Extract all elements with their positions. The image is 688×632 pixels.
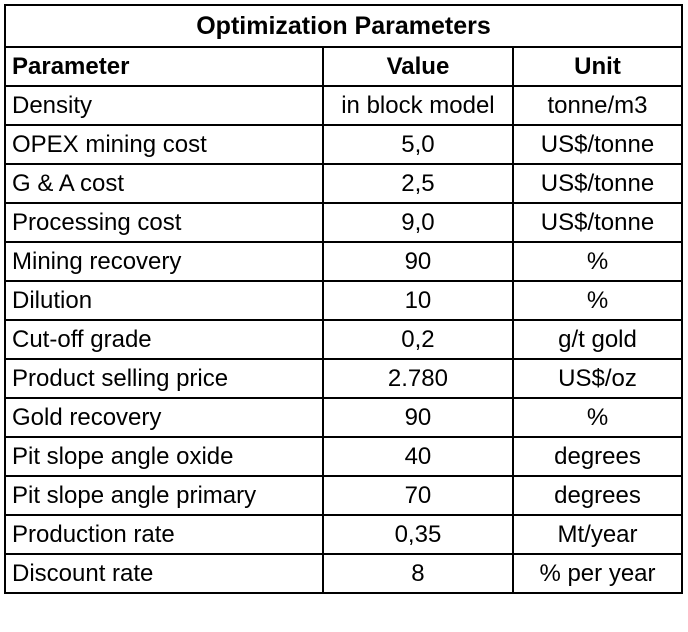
cell-value: 70 bbox=[321, 475, 514, 516]
cell-unit: Mt/year bbox=[511, 514, 684, 555]
cell-value: in block model bbox=[321, 85, 514, 126]
table-row: Gold recovery 90% bbox=[4, 397, 684, 438]
table-row: Pit slope angle primary 70 degrees bbox=[4, 475, 684, 516]
cell-parameter: Gold recovery bbox=[4, 397, 324, 438]
table-row: Processing cost 9,0 US$/tonne bbox=[4, 202, 684, 243]
table-title-row: Optimization Parameters bbox=[4, 4, 683, 48]
header-parameter: Parameter bbox=[4, 46, 324, 87]
cell-value: 90 bbox=[321, 397, 514, 438]
cell-value: 2,5 bbox=[321, 163, 514, 204]
cell-parameter: Pit slope angle oxide bbox=[4, 436, 324, 477]
cell-parameter: Processing cost bbox=[4, 202, 324, 243]
cell-value: 90 bbox=[321, 241, 514, 282]
table-row: Density in block model tonne/m3 bbox=[4, 85, 684, 126]
cell-unit: degrees bbox=[511, 436, 684, 477]
cell-unit: US$/tonne bbox=[511, 124, 684, 165]
cell-parameter: OPEX mining cost bbox=[4, 124, 324, 165]
cell-unit: g/t gold bbox=[511, 319, 684, 360]
table-title: Optimization Parameters bbox=[4, 4, 683, 48]
cell-unit: degrees bbox=[511, 475, 684, 516]
table-row: Discount rate 8% per year bbox=[4, 553, 684, 594]
cell-unit: tonne/m3 bbox=[511, 85, 684, 126]
cell-unit: % bbox=[511, 397, 684, 438]
table-body: Density in block model tonne/m3 OPEX mining… bbox=[4, 85, 684, 594]
table-row: Pit slope angle oxide 40 degrees bbox=[4, 436, 684, 477]
table-row: Production rate 0,35 Mt/year bbox=[4, 514, 684, 555]
table-row: Mining recovery 90% bbox=[4, 241, 684, 282]
cell-parameter: Product selling price bbox=[4, 358, 324, 399]
cell-value: 5,0 bbox=[321, 124, 514, 165]
optimization-parameters-table-container: Optimization Parameters Parameter Value … bbox=[4, 4, 684, 594]
cell-parameter: Discount rate bbox=[4, 553, 324, 594]
cell-parameter: G & A cost bbox=[4, 163, 324, 204]
table-row: Product selling price 2.780 US$/oz bbox=[4, 358, 684, 399]
cell-value: 2.780 bbox=[321, 358, 514, 399]
table-row: Dilution 10% bbox=[4, 280, 684, 321]
cell-value: 40 bbox=[321, 436, 514, 477]
cell-value: 0,35 bbox=[321, 514, 514, 555]
optimization-parameters-table: Optimization Parameters Parameter Value … bbox=[4, 4, 684, 594]
table-row: G & A cost 2,5 US$/tonne bbox=[4, 163, 684, 204]
cell-unit: US$/oz bbox=[511, 358, 684, 399]
table-row: OPEX mining cost 5,0 US$/tonne bbox=[4, 124, 684, 165]
cell-unit: % bbox=[511, 241, 684, 282]
table-row: Cut-off grade 0,2 g/t gold bbox=[4, 319, 684, 360]
cell-value: 9,0 bbox=[321, 202, 514, 243]
cell-parameter: Production rate bbox=[4, 514, 324, 555]
header-value: Value bbox=[321, 46, 514, 87]
cell-parameter: Pit slope angle primary bbox=[4, 475, 324, 516]
cell-parameter: Mining recovery bbox=[4, 241, 324, 282]
cell-parameter: Dilution bbox=[4, 280, 324, 321]
cell-value: 10 bbox=[321, 280, 514, 321]
table-header-row: Parameter Value Unit bbox=[4, 46, 684, 87]
cell-value: 8 bbox=[321, 553, 514, 594]
cell-unit: US$/tonne bbox=[511, 163, 684, 204]
cell-unit: US$/tonne bbox=[511, 202, 684, 243]
cell-parameter: Density bbox=[4, 85, 324, 126]
cell-unit: % per year bbox=[511, 553, 684, 594]
header-unit: Unit bbox=[511, 46, 684, 87]
cell-unit: % bbox=[511, 280, 684, 321]
cell-parameter: Cut-off grade bbox=[4, 319, 324, 360]
cell-value: 0,2 bbox=[321, 319, 514, 360]
